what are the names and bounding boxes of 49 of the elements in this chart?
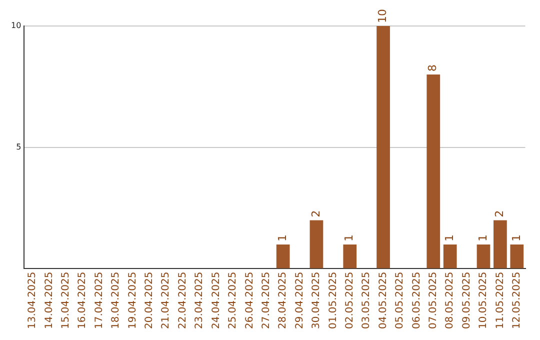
x-tick-label: 18.04.2025 [110,272,122,330]
x-tick-label: 06.05.2025 [411,272,422,330]
data-label: 1 [342,234,356,242]
x-tick-label: 11.05.2025 [494,272,506,330]
x-tick-label: 03.05.2025 [361,272,372,330]
data-label: 10 [376,9,390,23]
x-tick-label: 02.05.2025 [344,272,356,330]
bar [426,74,440,268]
bar [494,220,507,268]
bar [510,244,524,268]
data-label: 2 [309,210,322,218]
x-tick-label: 19.04.2025 [127,272,138,330]
x-tick-label: 04.05.2025 [378,272,389,330]
x-tick-label: 22.04.2025 [177,272,188,330]
x-tick-label: 26.04.2025 [244,272,256,330]
x-tick-label: 12.05.2025 [511,272,522,330]
x-tick-label: 05.05.2025 [394,272,406,330]
x-tick-label: 21.04.2025 [160,272,172,330]
x-tick-label: 24.04.2025 [210,272,222,330]
x-tick-label: 10.05.2025 [478,272,490,330]
data-label: 1 [276,234,289,242]
x-tick-label: 01.05.2025 [328,272,339,330]
bar [443,244,457,268]
bar [343,244,357,268]
data-label: 1 [442,234,456,242]
x-tick-label: 07.05.2025 [428,272,439,330]
bar [276,244,290,268]
data-label: 2 [493,210,506,218]
x-tick-label: 28.04.2025 [278,272,289,330]
y-tick-label: 5 [16,142,22,152]
x-tick-label: 17.04.2025 [94,272,105,330]
x-tick-label: 13.04.2025 [27,272,38,330]
x-tick-label: 29.04.2025 [294,272,306,330]
data-label: 1 [476,234,490,242]
x-tick-label: 20.04.2025 [144,272,156,330]
x-tick-label: 23.04.2025 [194,272,206,330]
bar [476,244,490,268]
x-tick-label: 30.04.2025 [311,272,322,330]
bar [310,220,324,268]
data-label: 8 [426,64,440,72]
bar [376,26,390,268]
x-tick-label: 14.04.2025 [44,272,55,330]
x-tick-label: 09.05.2025 [461,272,472,330]
data-label: 1 [510,234,523,242]
x-tick-label: 27.04.2025 [260,272,272,330]
x-tick-label: 15.04.2025 [60,272,72,330]
x-tick-label: 08.05.2025 [444,272,456,330]
x-tick-label: 25.04.2025 [228,272,239,330]
x-tick-label: 16.04.2025 [77,272,88,330]
